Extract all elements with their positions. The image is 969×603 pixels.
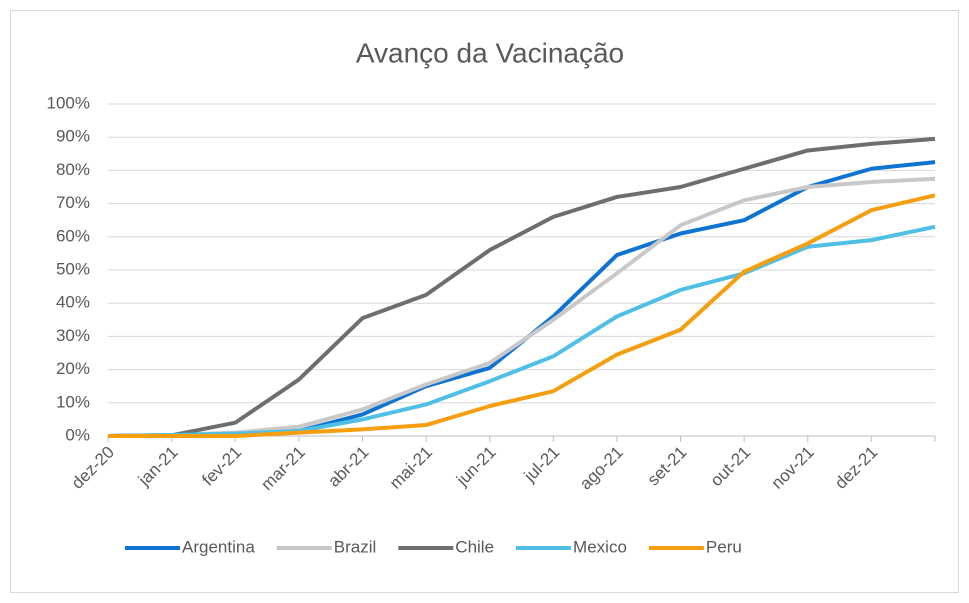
legend-label: Brazil	[334, 537, 377, 556]
y-tick-label: 20%	[56, 359, 90, 378]
chart-border	[10, 10, 959, 593]
legend-label: Chile	[455, 537, 494, 556]
y-tick-label: 40%	[56, 293, 90, 312]
line-series	[107, 224, 936, 438]
y-tick-label: 10%	[56, 392, 90, 411]
chart-title: Avanço da Vacinação	[356, 37, 624, 68]
y-tick-label: 30%	[56, 326, 90, 345]
y-tick-label: 90%	[56, 127, 90, 146]
y-tick-label: 50%	[56, 259, 90, 278]
y-tick-label: 100%	[47, 93, 90, 112]
legend-label: Mexico	[573, 537, 627, 556]
y-tick-label: 80%	[56, 160, 90, 179]
y-tick-label: 0%	[65, 425, 90, 444]
y-tick-label: 60%	[56, 226, 90, 245]
line-series	[107, 136, 936, 438]
line-series	[108, 193, 936, 438]
y-tick-label: 70%	[56, 193, 90, 212]
legend-label: Argentina	[182, 537, 255, 556]
legend-label: Peru	[706, 537, 742, 556]
